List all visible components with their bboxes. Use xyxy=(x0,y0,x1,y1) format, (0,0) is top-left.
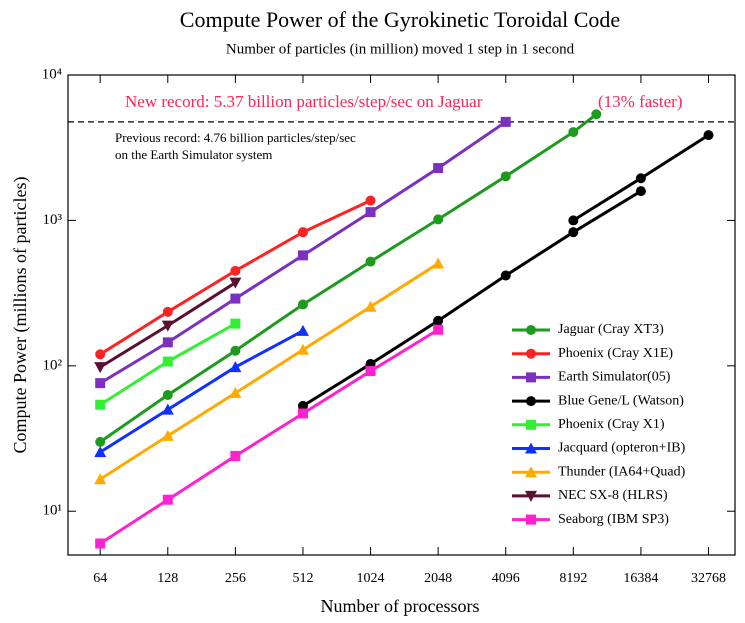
data-point xyxy=(635,186,646,197)
plot-frame xyxy=(67,74,736,556)
data-point xyxy=(568,127,579,138)
x-tick-label: 16384 xyxy=(623,571,658,586)
data-point xyxy=(297,250,308,261)
data-point xyxy=(297,408,308,419)
legend-marker xyxy=(526,348,536,359)
data-point xyxy=(230,265,241,276)
legend-marker xyxy=(526,372,536,383)
data-point xyxy=(365,366,376,377)
data-point xyxy=(230,450,241,461)
data-point xyxy=(94,362,107,374)
legend-label: Seaborg (IBM SP3) xyxy=(558,512,669,527)
legend-label: NEC SX-8 (HLRS) xyxy=(558,488,668,503)
data-point xyxy=(95,349,106,360)
data-point xyxy=(95,399,106,410)
y-axis-label: Compute Power (millions of particles) xyxy=(10,177,31,454)
data-point xyxy=(296,324,309,336)
legend-marker xyxy=(525,466,537,478)
y-tick-label: 10² xyxy=(43,357,63,373)
data-point xyxy=(229,361,242,373)
data-point xyxy=(95,378,106,389)
data-point xyxy=(161,429,174,441)
data-point xyxy=(230,293,241,304)
data-point xyxy=(365,207,376,218)
data-point xyxy=(296,343,309,355)
legend-label: Jacquard (opteron+IB) xyxy=(558,441,686,456)
chart-title: Compute Power of the Gyrokinetic Toroida… xyxy=(180,7,620,32)
x-tick-label: 2048 xyxy=(424,571,452,586)
x-axis-label: Number of processors xyxy=(321,596,480,616)
data-point xyxy=(635,173,646,184)
data-point xyxy=(162,306,173,317)
legend-marker xyxy=(525,490,537,502)
data-point xyxy=(703,130,714,141)
data-point xyxy=(230,318,241,329)
data-point xyxy=(568,215,579,226)
data-point xyxy=(162,356,173,367)
chart-subtitle: Number of particles (in million) moved 1… xyxy=(226,41,575,57)
y-tick-label: 10³ xyxy=(43,212,63,228)
data-point xyxy=(500,270,511,281)
data-point xyxy=(591,109,602,120)
x-tick-label: 4096 xyxy=(492,571,520,586)
data-point xyxy=(500,116,511,127)
data-point xyxy=(161,320,174,332)
x-tick-label: 512 xyxy=(292,571,313,586)
data-point xyxy=(433,315,444,326)
legend-marker xyxy=(526,325,536,335)
legend-label: Phoenix (Cray X1E) xyxy=(558,346,673,361)
data-point xyxy=(500,171,511,182)
legend-label: Earth Simulator(05) xyxy=(558,370,671,385)
legend-label: Thunder (IA64+Quad) xyxy=(558,464,686,479)
legend-label: Phoenix (Cray X1) xyxy=(558,417,665,432)
data-point xyxy=(162,337,173,348)
x-tick-label: 8192 xyxy=(559,571,587,586)
data-point xyxy=(94,473,107,485)
y-tick-label: 10⁴ xyxy=(42,66,62,82)
data-point xyxy=(364,300,377,312)
data-point xyxy=(161,403,174,415)
legend-marker xyxy=(526,514,536,525)
data-point xyxy=(95,538,106,549)
legend-label: Blue Gene/L (Watson) xyxy=(558,393,684,408)
annotation: (13% faster) xyxy=(598,92,683,111)
series-line xyxy=(99,329,304,454)
annotation: Previous record: 4.76 billion particles/… xyxy=(115,130,356,145)
series-line xyxy=(99,328,439,545)
legend-marker xyxy=(526,396,536,407)
data-point xyxy=(433,324,444,335)
data-point xyxy=(162,494,173,505)
series-line xyxy=(302,189,642,408)
series-line xyxy=(99,262,439,481)
y-tick-label: 10¹ xyxy=(43,503,63,519)
annotation: on the Earth Simulator system xyxy=(115,147,272,162)
data-point xyxy=(568,227,579,238)
data-point xyxy=(433,214,444,225)
x-tick-label: 32768 xyxy=(691,571,726,586)
data-point xyxy=(433,163,444,174)
data-point xyxy=(297,227,308,238)
legend-marker xyxy=(526,419,536,430)
data-point xyxy=(432,257,445,269)
data-point xyxy=(365,195,376,206)
annotation: New record: 5.37 billion particles/step/… xyxy=(125,92,483,111)
data-point xyxy=(95,436,106,447)
data-point xyxy=(365,256,376,267)
data-point xyxy=(297,299,308,310)
legend-label: Jaguar (Cray XT3) xyxy=(558,322,664,337)
data-point xyxy=(230,345,241,356)
data-point xyxy=(297,400,308,411)
data-point xyxy=(229,277,242,289)
x-tick-label: 64 xyxy=(93,571,107,586)
data-point xyxy=(229,387,242,399)
x-tick-label: 1024 xyxy=(357,571,385,586)
x-tick-label: 128 xyxy=(157,571,178,586)
data-point xyxy=(162,389,173,400)
legend-marker xyxy=(525,442,537,454)
x-tick-label: 256 xyxy=(225,571,246,586)
data-point xyxy=(94,446,107,458)
